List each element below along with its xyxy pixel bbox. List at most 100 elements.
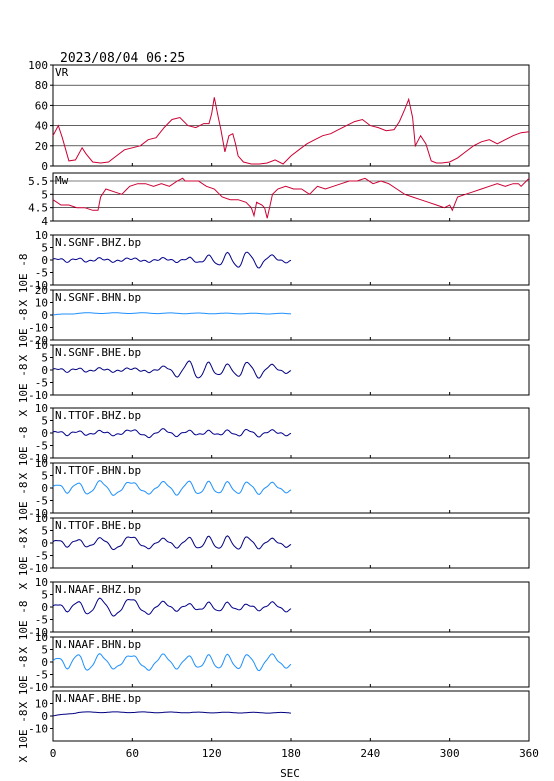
y-tick-label: 10 [35,339,48,352]
y-tick-label: -10 [28,681,48,694]
panel-title: N.TTOF.BHN.bp [55,464,141,477]
series-line [52,428,292,439]
panel-title: N.SGNF.BHZ.bp [55,236,141,249]
series-line [52,312,292,316]
units-label: X 10E -8 [17,482,30,535]
units-label: X 10E -8 [17,537,30,590]
y-tick-label: -5 [35,440,48,453]
y-tick-label: 5.5 [28,175,48,188]
series-line [52,251,292,269]
y-tick-label: -10 [28,562,48,575]
y-tick-label: 10 [35,631,48,644]
y-tick-label: -10 [28,723,48,736]
y-tick-label: -5 [35,495,48,508]
y-tick-label: 5 [41,525,48,538]
y-tick-label: -10 [28,279,48,292]
y-tick-label: -10 [28,389,48,402]
y-tick-label: -10 [28,626,48,639]
series-line [52,653,292,672]
y-tick-label: 10 [35,402,48,415]
panel-title: N.TTOF.BHZ.bp [55,409,141,422]
y-tick-label: 0 [41,710,48,723]
y-tick-label: 0 [41,364,48,377]
date-time-header: 2023/08/04 06:25 [60,51,185,66]
y-tick-label: 4.5 [28,202,48,215]
panel-frame [52,64,530,167]
panel-title: N.TTOF.BHE.bp [55,519,141,532]
units-label: X 10E -8 [17,427,30,480]
units-label: X 10E -8 [17,656,30,709]
y-tick-label: 0 [41,601,48,614]
units-label: X 10E -8 [17,601,30,654]
x-tick-label: 60 [126,747,139,760]
series-line [52,177,530,219]
units-label: X 10E -8 [17,309,30,362]
units-label: X 10E -8 [17,364,30,417]
y-tick-label: 20 [35,140,48,153]
x-tick-label: 300 [440,747,460,760]
x-axis-label: SEC [280,767,300,780]
y-tick-label: 0 [41,656,48,669]
x-tick-label: 240 [360,747,380,760]
series-line [52,97,530,165]
x-tick-label: 0 [50,747,57,760]
y-tick-label: 5 [41,352,48,365]
panel-title: N.NAAF.BHE.bp [55,692,141,705]
y-tick-label: 0 [41,309,48,322]
panel: 44.555.5 Mw [28,172,530,228]
y-tick-label: 80 [35,79,48,92]
y-tick-label: -5 [35,267,48,280]
panel-title: VR [55,66,69,79]
series-line [52,597,292,617]
y-tick-label: 0 [41,427,48,440]
y-tick-label: 5 [41,470,48,483]
y-tick-label: 4 [41,215,48,228]
y-tick-label: 100 [28,59,48,72]
y-tick-label: 10 [35,457,48,470]
y-tick-label: 60 [35,99,48,112]
y-tick-label: 5 [41,242,48,255]
series-line [52,480,292,496]
panel-title: N.SGNF.BHE.bp [55,346,141,359]
x-tick-label: 120 [202,747,222,760]
units-label: X 10E -8 [17,710,30,763]
y-tick-label: -10 [28,452,48,465]
units-label: X 10E -8 [17,254,30,307]
y-tick-label: -5 [35,614,48,627]
y-tick-label: 5 [41,188,48,201]
series-line [52,360,292,379]
y-tick-label: -10 [28,507,48,520]
y-tick-label: 5 [41,415,48,428]
y-tick-label: 10 [35,229,48,242]
y-tick-label: 10 [35,698,48,711]
x-axis: 0 60 120 180 240 300 360 [50,747,539,760]
y-tick-label: 10 [35,297,48,310]
panel: 0 20 40 60 80 100 VR [28,59,530,173]
y-tick-label: -20 [28,334,48,347]
y-tick-label: -5 [35,669,48,682]
panel-title: N.NAAF.BHN.bp [55,638,141,651]
y-tick-label: 10 [35,512,48,525]
series-line [52,535,292,551]
y-tick-label: 0 [41,254,48,267]
y-tick-label: 5 [41,589,48,602]
y-tick-label: 0 [41,482,48,495]
y-tick-label: 10 [35,576,48,589]
y-tick-label: -10 [28,322,48,335]
panel-title: N.SGNF.BHN.bp [55,291,141,304]
y-tick-label: 40 [35,120,48,133]
y-tick-label: -5 [35,377,48,390]
panel-title: Mw [55,174,69,187]
x-tick-label: 180 [281,747,301,760]
